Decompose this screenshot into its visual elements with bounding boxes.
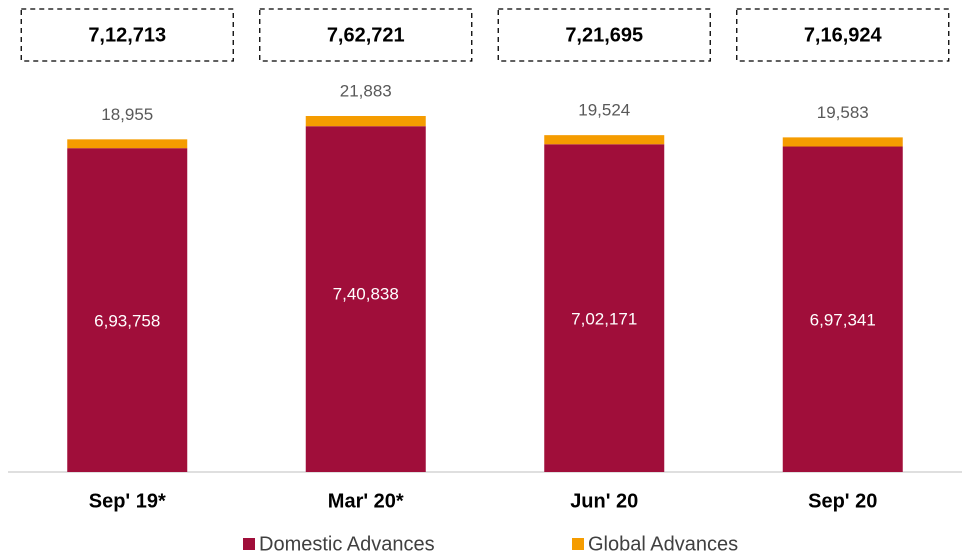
x-tick-label: Sep' 20	[808, 490, 877, 512]
bar-segment	[544, 144, 665, 472]
legend-swatch	[572, 538, 584, 550]
legend-swatch	[243, 538, 255, 550]
value-label: 6,93,758	[94, 312, 160, 331]
x-tick-label: Sep' 19*	[89, 490, 166, 512]
total-box	[259, 8, 473, 62]
value-label: 18,955	[101, 105, 153, 124]
bar-segment	[782, 146, 903, 472]
value-label: 7,40,838	[333, 285, 399, 304]
bar-segment	[67, 148, 188, 472]
x-tick-label: Mar' 20*	[328, 490, 404, 512]
value-label: 21,883	[340, 81, 392, 100]
total-box	[497, 8, 711, 62]
value-label: 19,583	[817, 103, 869, 122]
total-label: 7,62,721	[327, 24, 405, 46]
total-label: 7,12,713	[88, 24, 166, 46]
value-label: 6,97,341	[810, 311, 876, 330]
bar-segment	[67, 139, 188, 149]
legend-label: Domestic Advances	[259, 533, 435, 555]
bar-segment	[305, 116, 426, 127]
total-box	[736, 8, 950, 62]
total-label: 7,16,924	[804, 24, 883, 46]
total-box	[20, 8, 234, 62]
bar-segment	[782, 137, 903, 147]
x-tick-label: Jun' 20	[570, 490, 638, 512]
legend-label: Global Advances	[588, 533, 738, 555]
total-label: 7,21,695	[565, 24, 643, 46]
bar-segment	[544, 135, 665, 145]
value-label: 7,02,171	[571, 310, 637, 329]
bar-segment	[305, 126, 426, 472]
value-label: 19,524	[578, 101, 630, 120]
